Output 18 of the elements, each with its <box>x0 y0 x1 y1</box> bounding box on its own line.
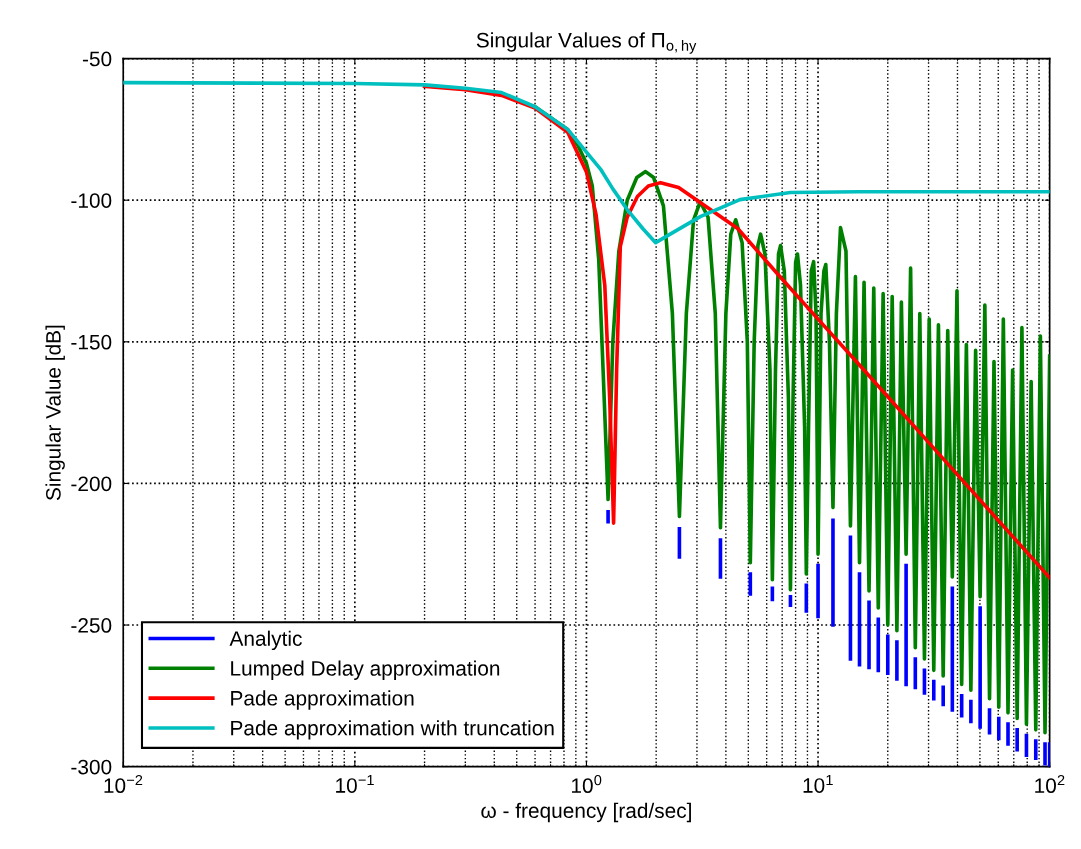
x-tick-label: 10$^{2}$ <box>1035 774 1065 794</box>
legend-label: Pade approximation <box>231 690 414 710</box>
y-tick-label: -50 <box>82 51 112 67</box>
x-tick-label: 10$^{−2}$ <box>104 774 143 794</box>
y-axis-title: Singular Value [dB] <box>45 325 65 501</box>
legend-label: Lumped Delay approximation <box>231 660 500 680</box>
y-tick-label: -100 <box>71 193 112 208</box>
y-tick-label: -200 <box>71 476 112 492</box>
x-tick-label: 10$^{0}$ <box>571 774 602 794</box>
x-axis-title: ω - frequency [rad/sec] <box>481 802 691 823</box>
x-tick-label: 10$^{−1}$ <box>336 774 374 793</box>
chart-title: Singular Values of Π$_{o,hy}$ <box>476 32 697 54</box>
y-tick-label: -250 <box>71 618 112 633</box>
y-tick-label: -300 <box>71 759 112 775</box>
x-tick-label: 10$^{1}$ <box>803 774 833 793</box>
legend-label: Analytic <box>229 630 302 651</box>
y-tick-label: -150 <box>71 334 112 350</box>
legend-label: Pade approximation with truncation <box>231 720 554 740</box>
